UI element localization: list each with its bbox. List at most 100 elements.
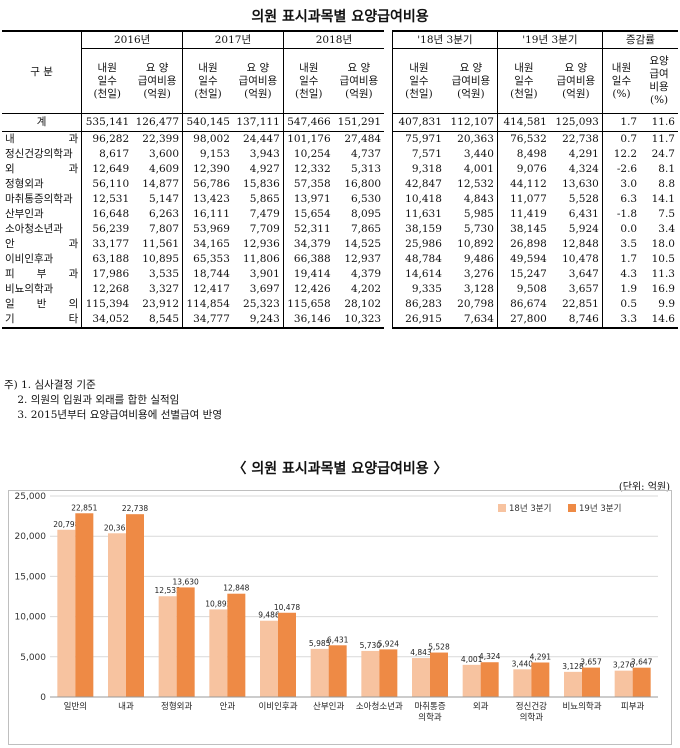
cell: 33,177 (81, 237, 133, 252)
x-tick-label: 소아청소년과 (356, 701, 403, 712)
cell: 12,268 (81, 282, 133, 297)
cell: 8,617 (81, 147, 133, 162)
cell: -1.8 (601, 207, 641, 222)
cell: 7,709 (249, 223, 280, 235)
x-tick-label: 내과 (118, 702, 134, 712)
cell: 48,784 (391, 252, 445, 267)
table-row: 비뇨의학과 12,268 3,327 12,417 3,697 12,426 4,202 9,… (2, 282, 678, 297)
cell: 114,854 (182, 297, 233, 312)
cell: 4,609 (148, 163, 180, 175)
bar (632, 667, 651, 697)
cell: 115,658 (282, 297, 334, 312)
cell: 7,807 (148, 223, 180, 235)
cell: 10,323 (333, 312, 385, 329)
data-label: 5,528 (428, 643, 450, 652)
cell: 36,146 (282, 312, 334, 329)
cell: 98,002 (182, 131, 233, 147)
cell: 14.1 (651, 193, 675, 205)
cell: 12,531 (81, 192, 133, 207)
sub-header: 내원 일수 (천일) (391, 48, 445, 114)
unit-label: (단위: 억원) (618, 482, 670, 493)
cell: 0.0 (601, 222, 641, 237)
cell: 5,147 (148, 193, 180, 205)
cell: 3,697 (249, 283, 280, 295)
cell: 5,985 (463, 208, 494, 220)
x-tick-label: 일반의 (64, 701, 87, 712)
cell: 25,986 (391, 237, 445, 252)
sub-header: 내원 일수 (%) (601, 48, 641, 114)
data-label: 10,892 (205, 599, 231, 608)
cell: 9,076 (496, 162, 550, 177)
cell: 24,447 (243, 133, 280, 145)
cell: 13,423 (182, 192, 233, 207)
cell: 8.1 (658, 163, 675, 175)
cell: 12,332 (282, 162, 334, 177)
table-row: 외 과 12,649 4,609 12,390 4,927 12,332 5,313 9,31… (2, 162, 678, 177)
cell: 125,093 (549, 113, 603, 132)
row-label: 계 (2, 113, 82, 132)
cell: 1.7 (601, 113, 641, 132)
notes: 주) 1. 심사결정 기준 2. 의원의 입원과 외래를 합한 실적임 3. 2… (4, 378, 222, 423)
chart-title: 〈 의원 표시과목별 요양급여비용 〉 (232, 461, 448, 477)
cell: 9,508 (496, 282, 550, 297)
x-tick-label: 이비인후과 (258, 701, 297, 712)
cell: 3,600 (148, 148, 180, 160)
bar (310, 648, 329, 697)
x-tick-label: 산부인과 (313, 701, 344, 712)
data-label: 4,324 (479, 652, 501, 661)
cell: 15,836 (243, 178, 280, 190)
cell: 3,276 (463, 268, 494, 280)
cell: 10,892 (457, 238, 494, 250)
cell: 7,571 (391, 147, 445, 162)
x-tick-label: 의학과 (418, 712, 442, 723)
cell: 34,165 (182, 237, 233, 252)
cell: 115,394 (81, 297, 133, 312)
cell: 27,484 (344, 133, 382, 145)
cell: 12,426 (282, 282, 334, 297)
cell: 22,399 (142, 133, 180, 145)
cell: 42,847 (391, 177, 445, 192)
cell: 535,141 (81, 113, 133, 132)
cell: 15,247 (496, 267, 550, 282)
cell: 3,943 (249, 148, 280, 160)
cell: 12,532 (457, 178, 494, 190)
group-header: '19년 3분기 (496, 30, 603, 49)
group-header: 증감률 (601, 30, 678, 49)
row-label: 정신건강의학과 (5, 148, 73, 160)
cell: 8,498 (496, 147, 550, 162)
cell: 16,111 (182, 207, 233, 222)
cell: 28,102 (344, 298, 382, 310)
table-title: 의원 표시과목별 요양급여비용 (251, 9, 429, 25)
bar (260, 620, 278, 697)
cell: 5,865 (249, 193, 280, 205)
cell: 34,052 (81, 312, 133, 329)
cell: 5,528 (568, 193, 599, 205)
bar (361, 650, 380, 697)
cell: 5,730 (463, 223, 494, 235)
cell: 23,912 (142, 298, 180, 310)
bar (531, 662, 550, 697)
cost-table: 구 분 2016년 2017년 2018년 '18년 3분기 '19년 3분기 … (2, 30, 678, 329)
cell: 7.5 (658, 208, 675, 220)
row-label: 피 부 과 (5, 268, 79, 280)
cell: 16.9 (651, 283, 675, 295)
bar (582, 667, 600, 697)
cell: 14.6 (640, 312, 678, 329)
x-tick-label: 피부과 (621, 702, 645, 712)
bar (379, 649, 398, 697)
sub-header: 요 양 급여비용 (억원) (549, 48, 603, 114)
cell: 66,388 (282, 252, 334, 267)
row-label: 일 반 의 (5, 298, 79, 310)
x-tick-label: 외과 (473, 701, 489, 712)
group-header: 2018년 (282, 30, 385, 49)
cell: 19,414 (282, 267, 334, 282)
cell: 49,594 (496, 252, 550, 267)
bar (108, 533, 126, 697)
cell: 11,561 (142, 238, 180, 250)
cell: 27,800 (496, 312, 550, 329)
cell: 11,806 (243, 253, 280, 265)
sub-header: 요 양 급여비용 (억원) (333, 48, 385, 114)
cell: 4.3 (601, 267, 641, 282)
legend-swatch (568, 504, 576, 512)
table-row: 이비인후과 63,188 10,895 65,353 11,806 66,388 12,93… (2, 252, 678, 267)
